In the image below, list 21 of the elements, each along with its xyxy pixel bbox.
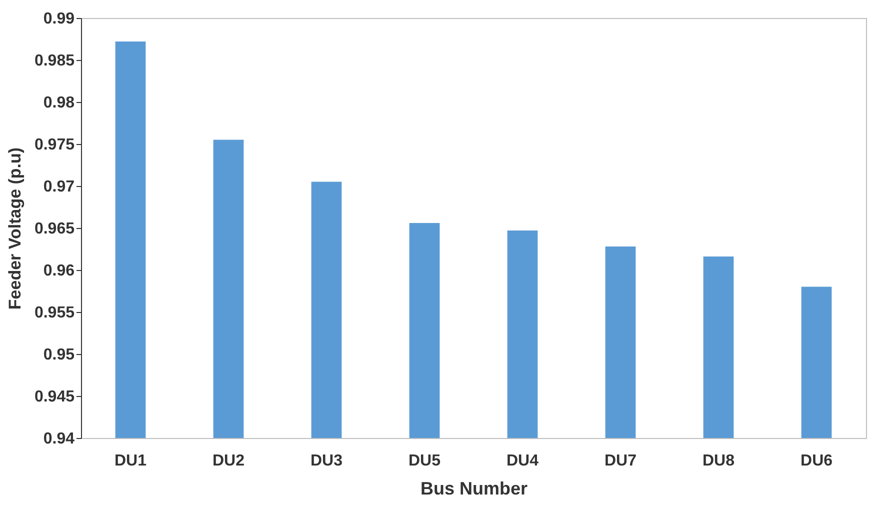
x-tick-label: DU5 [408, 452, 441, 470]
x-tick-label: DU6 [800, 452, 833, 470]
x-axis-title: Bus Number [420, 478, 528, 498]
x-tick-label: DU7 [604, 452, 637, 470]
y-tick-label: 0.96 [43, 262, 75, 280]
x-tick-label: DU1 [114, 452, 147, 470]
y-axis-title: Feeder Voltage (p.u) [5, 147, 24, 310]
y-tick-label: 0.99 [43, 10, 75, 28]
y-tick-label: 0.985 [34, 52, 75, 70]
y-tick-label: 0.94 [43, 430, 75, 448]
y-tick-label: 0.945 [34, 388, 75, 406]
y-tick-label: 0.955 [34, 304, 75, 322]
y-tick-label: 0.965 [34, 220, 75, 238]
y-tick-label: 0.98 [43, 94, 75, 112]
x-tick-label: DU4 [506, 452, 539, 470]
x-tick-label: DU2 [212, 452, 245, 470]
x-tick-label: DU3 [310, 452, 343, 470]
x-tick-label: DU8 [702, 452, 735, 470]
y-tick-label: 0.97 [43, 178, 75, 196]
y-tick-label: 0.975 [34, 136, 75, 154]
y-tick-label: 0.95 [43, 346, 75, 364]
